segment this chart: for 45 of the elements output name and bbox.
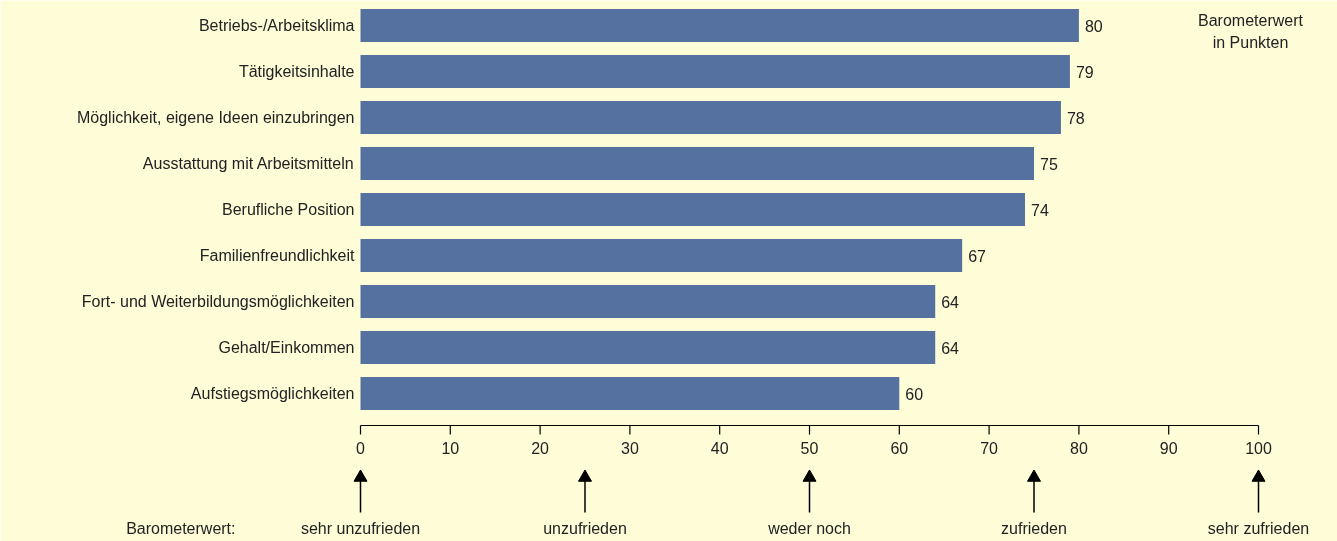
y-tick-label: Gehalt/Einkommen [218, 339, 355, 356]
x-tick-label: 30 [621, 439, 639, 457]
bar [360, 100, 1061, 135]
x-tick-label: 50 [800, 439, 819, 457]
data-label: 60 [905, 385, 924, 403]
text: weder noch [767, 520, 851, 537]
x-tick-label: 70 [980, 439, 999, 457]
data-label: 74 [1031, 201, 1049, 219]
data-label: 80 [1084, 17, 1103, 35]
y-tick-label: Aufstiegsmöglichkeiten [190, 385, 355, 402]
y-tick-label: Möglichkeit, eigene Ideen einzubringen [76, 109, 355, 126]
bar [360, 238, 963, 273]
bar [360, 54, 1070, 89]
bar [360, 146, 1034, 181]
x-tick-label: 100 [1245, 439, 1272, 457]
x-tick-label: 20 [531, 439, 550, 457]
x-tick-label: 60 [890, 439, 909, 457]
y-tick-label: Berufliche Position [221, 201, 355, 218]
x-tick-label: 10 [441, 439, 460, 457]
data-label: 75 [1040, 155, 1058, 173]
x-tick-label: 40 [710, 439, 729, 457]
bar [360, 8, 1079, 43]
data-label: 64 [941, 339, 960, 357]
text: zufrieden [1001, 520, 1067, 537]
x-tick-label: 80 [1070, 439, 1088, 457]
text: sehr zufrieden [1207, 520, 1310, 537]
bar [360, 284, 936, 319]
y-tick-label: Tätigkeitsinhalte [238, 63, 355, 80]
data-label: 79 [1075, 63, 1094, 81]
bar [360, 376, 900, 411]
y-tick-label: Betriebs-/Arbeitsklima [198, 17, 355, 34]
annotation: Barometerwert in Punkten [1198, 11, 1304, 52]
x-tick-label: 0 [356, 439, 366, 457]
y-tick-label: Fort- und Weiterbildungsmöglichkeiten [81, 293, 355, 310]
y-tick-label: Ausstattung mit Arbeitsmitteln [142, 155, 354, 172]
y-tick-label: Familienfreundlichkeit [199, 247, 356, 264]
x-tick-label: 90 [1159, 439, 1178, 457]
text: Barometerwert: [126, 520, 236, 537]
data-label: 78 [1066, 109, 1085, 127]
text: sehr unzufrieden [300, 520, 421, 537]
data-label: 67 [968, 247, 987, 265]
text: unzufrieden [543, 520, 627, 537]
bar [360, 192, 1026, 227]
data-label: 64 [941, 293, 960, 311]
bar [360, 330, 936, 365]
